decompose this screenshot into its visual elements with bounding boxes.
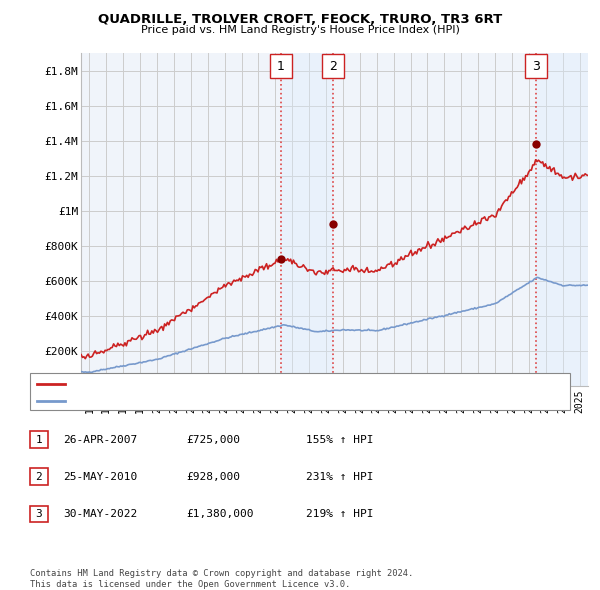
Text: QUADRILLE, TROLVER CROFT, FEOCK, TRURO, TR3 6RT: QUADRILLE, TROLVER CROFT, FEOCK, TRURO, … [98,13,502,26]
Text: Contains HM Land Registry data © Crown copyright and database right 2024.
This d: Contains HM Land Registry data © Crown c… [30,569,413,589]
Text: £928,000: £928,000 [186,472,240,481]
Text: 231% ↑ HPI: 231% ↑ HPI [306,472,373,481]
Text: 1: 1 [35,435,43,444]
Text: 30-MAY-2022: 30-MAY-2022 [63,509,137,519]
Text: QUADRILLE, TROLVER CROFT, FEOCK, TRURO, TR3 6RT (detached house): QUADRILLE, TROLVER CROFT, FEOCK, TRURO, … [69,379,453,388]
Bar [281,53,333,386]
Text: 3: 3 [532,60,540,73]
Text: £1,380,000: £1,380,000 [186,509,254,519]
Text: 2: 2 [329,60,337,73]
Text: HPI: Average price, detached house, Cornwall: HPI: Average price, detached house, Corn… [69,396,333,406]
Text: 2: 2 [35,472,43,481]
Text: 219% ↑ HPI: 219% ↑ HPI [306,509,373,519]
Text: 155% ↑ HPI: 155% ↑ HPI [306,435,373,444]
Bar [536,53,588,386]
Text: 1: 1 [277,60,284,73]
Text: 3: 3 [35,509,43,519]
Text: £725,000: £725,000 [186,435,240,444]
Text: 25-MAY-2010: 25-MAY-2010 [63,472,137,481]
Text: Price paid vs. HM Land Registry's House Price Index (HPI): Price paid vs. HM Land Registry's House … [140,25,460,35]
Text: 26-APR-2007: 26-APR-2007 [63,435,137,444]
